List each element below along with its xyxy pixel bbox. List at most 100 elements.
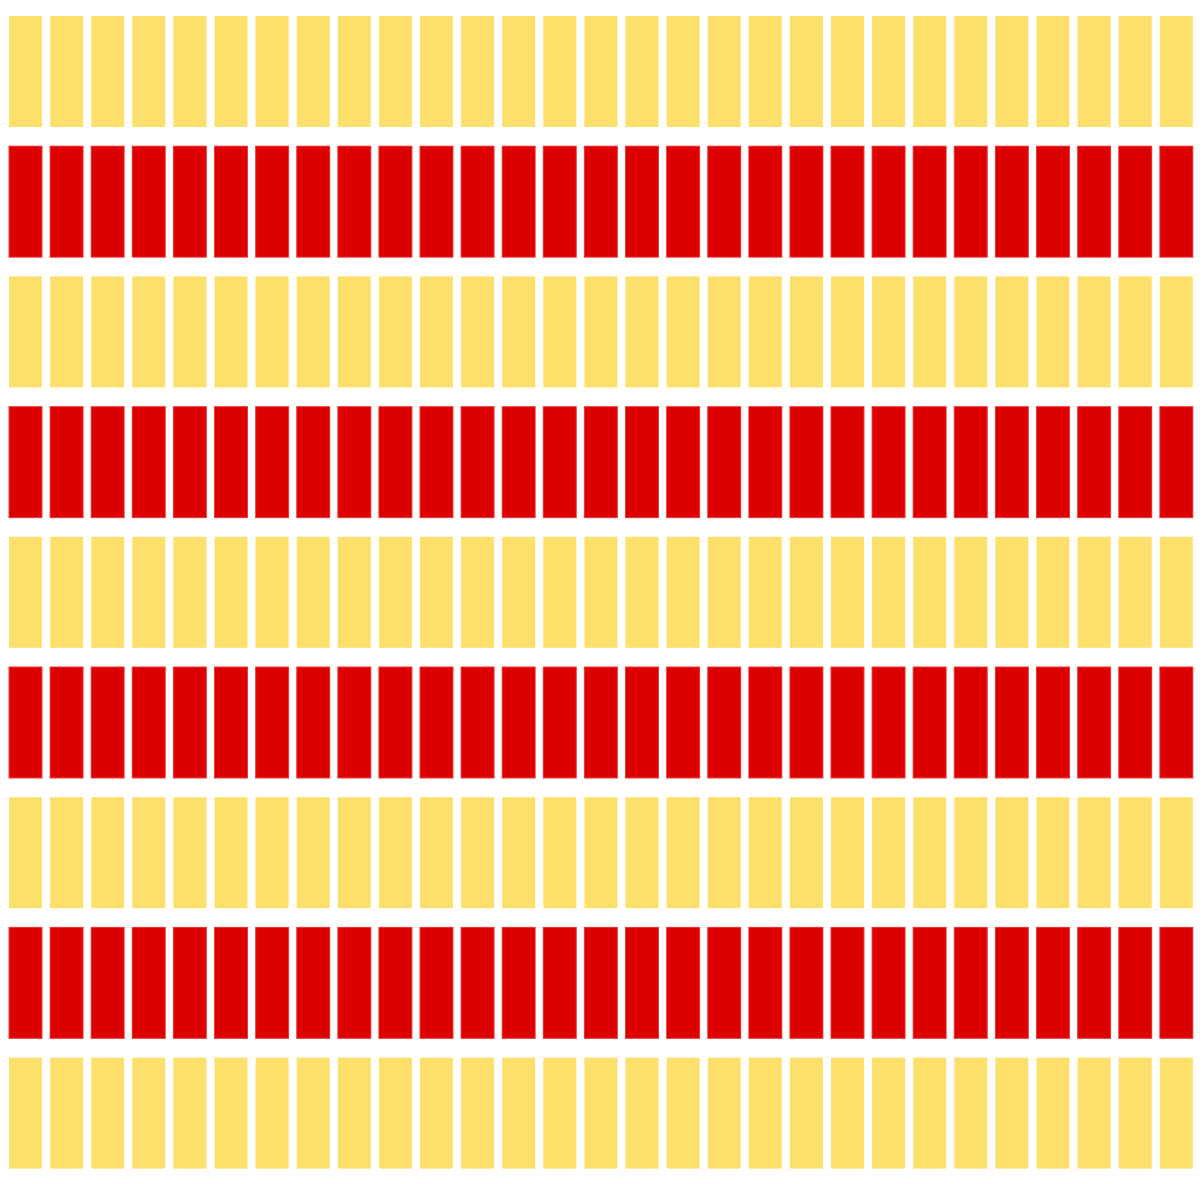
- red-tile: [460, 145, 495, 258]
- yellow-tile: [132, 16, 166, 127]
- yellow-tile: [296, 1057, 330, 1169]
- yellow-tile: [50, 276, 84, 388]
- red-tile: [912, 926, 947, 1039]
- red-tile: [912, 145, 947, 258]
- yellow-tile: [872, 536, 906, 648]
- yellow-tile: [584, 536, 618, 648]
- yellow-tile: [584, 276, 618, 388]
- red-tile: [501, 145, 536, 258]
- yellow-tile: [913, 536, 947, 648]
- red-tile: [419, 145, 454, 258]
- yellow-tile: [50, 536, 84, 648]
- red-tile: [1077, 406, 1112, 519]
- yellow-tile: [1159, 1057, 1193, 1169]
- red-tile: [789, 926, 824, 1039]
- yellow-tile: [420, 16, 453, 127]
- red-tile: [460, 406, 495, 519]
- red-tile: [583, 406, 618, 519]
- red-tile: [707, 666, 742, 779]
- yellow-stripe-row: [9, 797, 1193, 909]
- yellow-tile: [337, 276, 371, 388]
- red-tile: [666, 145, 701, 258]
- red-stripe-row: [8, 926, 1194, 1039]
- red-tile: [830, 145, 865, 258]
- red-tile: [912, 406, 947, 519]
- red-tile: [666, 666, 701, 779]
- yellow-tile: [420, 276, 453, 388]
- yellow-tile: [214, 536, 248, 648]
- red-tile: [378, 145, 413, 258]
- yellow-tile: [1077, 276, 1111, 388]
- yellow-tile: [831, 797, 864, 909]
- red-stripe-row: [8, 145, 1194, 258]
- yellow-tile: [1118, 276, 1152, 388]
- yellow-tile: [543, 797, 577, 909]
- yellow-tile: [255, 536, 289, 648]
- red-tile: [748, 406, 783, 519]
- red-tile: [90, 145, 125, 258]
- yellow-tile: [872, 16, 906, 127]
- yellow-tile: [1077, 1057, 1111, 1169]
- yellow-tile: [91, 1057, 125, 1169]
- red-tile: [625, 666, 659, 779]
- yellow-tile: [296, 536, 330, 648]
- yellow-tile: [214, 276, 248, 388]
- yellow-tile: [9, 536, 42, 648]
- red-tile: [255, 666, 290, 779]
- red-tile: [707, 406, 742, 519]
- red-tile: [90, 406, 125, 519]
- red-tile: [255, 406, 290, 519]
- yellow-tile: [173, 536, 207, 648]
- red-tile: [1077, 666, 1112, 779]
- yellow-tile: [995, 536, 1029, 648]
- yellow-tile: [954, 1057, 988, 1169]
- yellow-tile: [502, 276, 536, 388]
- red-tile: [1159, 926, 1194, 1039]
- yellow-tile: [50, 1057, 84, 1169]
- red-tile: [419, 406, 454, 519]
- yellow-tile: [214, 797, 248, 909]
- red-tile: [625, 406, 659, 519]
- red-tile: [1077, 926, 1112, 1039]
- red-tile: [912, 666, 947, 779]
- yellow-tile: [831, 276, 864, 388]
- red-tile: [337, 666, 372, 779]
- yellow-stripe-row: [9, 536, 1193, 648]
- red-tile: [172, 926, 207, 1039]
- yellow-tile: [789, 1057, 823, 1169]
- yellow-tile: [461, 536, 495, 648]
- yellow-tile: [995, 1057, 1029, 1169]
- red-tile: [49, 145, 84, 258]
- red-tile: [953, 666, 988, 779]
- yellow-tile: [872, 1057, 906, 1169]
- yellow-tile: [1036, 16, 1070, 127]
- yellow-tile: [1036, 276, 1070, 388]
- yellow-tile: [502, 797, 536, 909]
- red-tile: [625, 145, 659, 258]
- red-tile: [707, 926, 742, 1039]
- yellow-tile: [132, 536, 166, 648]
- red-tile: [214, 406, 248, 519]
- red-tile: [542, 406, 577, 519]
- yellow-tile: [913, 1057, 947, 1169]
- red-tile: [871, 926, 906, 1039]
- red-tile: [953, 406, 988, 519]
- red-tile: [1118, 145, 1153, 258]
- yellow-tile: [543, 1057, 577, 1169]
- red-tile: [830, 926, 865, 1039]
- red-tile: [1077, 145, 1112, 258]
- yellow-tile: [9, 276, 42, 388]
- yellow-tile: [132, 1057, 166, 1169]
- yellow-tile: [132, 276, 166, 388]
- yellow-tile: [1036, 797, 1070, 909]
- red-tile: [337, 406, 372, 519]
- yellow-tile: [337, 1057, 371, 1169]
- yellow-tile: [378, 1057, 412, 1169]
- yellow-tile: [337, 797, 371, 909]
- red-tile: [542, 145, 577, 258]
- yellow-tile: [543, 276, 577, 388]
- red-tile: [172, 666, 207, 779]
- red-tile: [501, 926, 536, 1039]
- yellow-tile: [748, 1057, 782, 1169]
